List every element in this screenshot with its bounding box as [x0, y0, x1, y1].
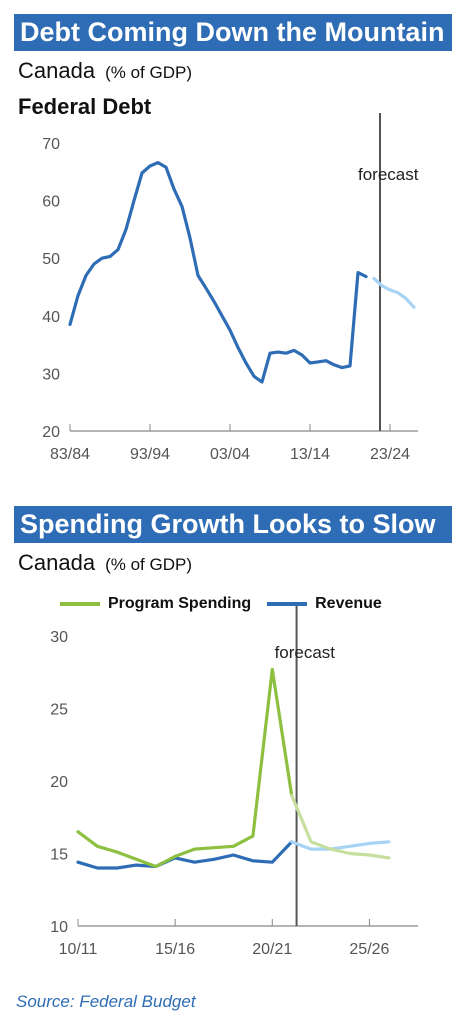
revenue-line: [76, 840, 294, 870]
chart1-xtick-label: 23/24: [370, 446, 410, 463]
legend-swatch-revenue: [267, 602, 308, 606]
chart2-legend: Program Spending Revenue: [60, 592, 398, 616]
chart2-banner: Spending Growth Looks to Slow: [14, 506, 452, 543]
chart1-forecast-label: forecast: [358, 165, 419, 184]
chart2-ytick-label: 10: [50, 919, 68, 936]
chart2-unit: (% of GDP): [105, 555, 192, 574]
chart1-xtick-label: 93/94: [130, 446, 170, 463]
chart2-ytick-label: 30: [50, 629, 68, 646]
chart1-xtick-label: 83/84: [50, 446, 90, 463]
chart1-panel-title: Federal Debt: [18, 94, 152, 119]
chart2-xtick-label: 25/26: [349, 941, 389, 958]
debt-actual-line: [68, 161, 368, 384]
chart2-xtick-label: 20/21: [252, 941, 292, 958]
chart1-unit: (% of GDP): [105, 63, 192, 82]
chart1-ytick-label: 70: [42, 136, 60, 153]
chart1-ytick-label: 20: [42, 424, 60, 441]
spending-revenue-chart: 10 15 20 25 30 10/11 15/16 20/21 25/26 forecast: [50, 606, 418, 958]
legend-label-revenue: Revenue: [315, 595, 382, 612]
debt-forecast-line: [372, 276, 416, 309]
program-spending-forecast-line: [290, 793, 391, 860]
chart1-xtick-label: 13/14: [290, 446, 330, 463]
chart1-region: Canada: [18, 58, 96, 83]
chart2-forecast-label: forecast: [275, 643, 336, 662]
federal-debt-chart: 20 30 40 50 60 70 83/84 93/94 03/04 13/14 23/24 for…: [42, 113, 419, 463]
chart2-xtick-label: 15/16: [155, 941, 195, 958]
chart2-subtitle: Canada (% of GDP): [18, 550, 192, 576]
legend-swatch-program-spending: [60, 602, 100, 606]
chart2-ytick-label: 15: [50, 847, 68, 864]
chart1-ytick-label: 60: [42, 194, 60, 211]
chart2-ytick-label: 25: [50, 702, 68, 719]
chart1-ytick-label: 30: [42, 366, 60, 383]
chart2-ytick-label: 20: [50, 774, 68, 791]
chart1-banner: Debt Coming Down the Mountain: [14, 14, 452, 51]
chart1-subtitle: Canada (% of GDP): [18, 58, 192, 84]
program-spending-line: [76, 667, 294, 869]
chart1-xtick-label: 03/04: [210, 446, 250, 463]
legend-item-revenue: Revenue: [267, 595, 382, 613]
legend-label-program-spending: Program Spending: [108, 595, 252, 612]
legend-item-program-spending: Program Spending: [60, 595, 251, 613]
revenue-forecast-line: [290, 840, 391, 851]
chart2-region: Canada: [18, 550, 96, 575]
chart1-ytick-label: 40: [42, 309, 60, 326]
source-note: Source: Federal Budget: [16, 992, 196, 1011]
chart2-xtick-label: 10/11: [59, 941, 98, 958]
chart1-ytick-label: 50: [42, 251, 60, 268]
